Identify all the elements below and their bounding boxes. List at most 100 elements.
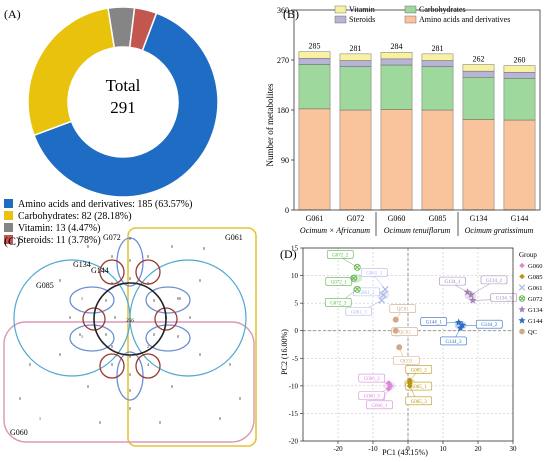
pca-point-label-0-0: G060_2 — [364, 377, 381, 382]
pca-label-box-1-0 — [405, 365, 433, 374]
donut-slices — [27, 6, 219, 198]
bar-segment-4-3 — [462, 64, 495, 72]
donut-legend-label-1: Carbohydrates: 82 (28.18%) — [18, 211, 132, 222]
venn-count-21: 0 — [105, 332, 108, 337]
bar-total-4: 262 — [473, 54, 485, 63]
venn-count-29: 0 — [59, 352, 62, 357]
bar-legend-label-0: Vitamin — [349, 5, 375, 14]
pca-point-3-1 — [350, 274, 358, 282]
pca-point-label-6-0: QC01 — [397, 308, 409, 313]
pca-label-box-5-2 — [440, 336, 467, 346]
venn-label-g144: G144 — [91, 266, 109, 275]
bar-y-tick-label-3: 270 — [277, 56, 289, 65]
pca-y-tick-label-0: 15 — [291, 245, 299, 253]
pca-label-box-5-1 — [475, 319, 503, 329]
pca-point-2-2 — [378, 296, 386, 304]
pca-label-box-0-0 — [358, 373, 386, 383]
pca-x-tick-label-0: -20 — [333, 445, 343, 453]
panel-c-label: (C) — [4, 234, 20, 248]
venn-label-g134: G134 — [73, 260, 91, 269]
pca-point-label-3-2: G072_3 — [330, 301, 347, 306]
bars — [298, 51, 536, 211]
pca-legend-marker-0 — [519, 262, 525, 269]
venn-petal — [154, 307, 178, 331]
venn-shape — [129, 259, 247, 377]
bar-x-label-4: G134 — [470, 214, 488, 223]
venn-label-g060: G060 — [10, 428, 28, 437]
panel-b-label: (B) — [283, 7, 299, 21]
bar-x-labels: G061 G072 G060 G085 G134 G144 — [306, 214, 529, 223]
pca-legend-label-4: G134 — [528, 307, 543, 314]
venn-count-41: 0 — [159, 420, 162, 425]
pca-y-tick-label-3: 0 — [295, 327, 299, 335]
venn-petals — [69, 237, 191, 401]
pca-point-label-3-0: G072_2 — [332, 253, 349, 258]
pca-point-labels: G060_2 G060_3 G060_1 G085_2 G085_1 G085_3 G061… — [324, 250, 518, 410]
pca-y-tick-label-5: -10 — [289, 382, 299, 390]
pca-point-6-1 — [392, 327, 399, 334]
pca-legend-marker-6 — [519, 328, 525, 335]
venn-petal — [116, 351, 144, 401]
venn-count-20: 2 — [147, 344, 149, 349]
pca-x-tick-label-3: 10 — [440, 445, 448, 453]
pca-point-label-1-1: G085_1 — [411, 385, 428, 390]
bar-segment-4-0 — [462, 119, 495, 211]
venn-count-19: 0 — [111, 344, 114, 349]
venn-count-2: 0 — [129, 236, 132, 241]
pca-point-label-6-2: QC03 — [400, 359, 412, 364]
pca-x-tick-label-5: 30 — [510, 445, 518, 453]
pca-legend-label-6: QC — [528, 329, 537, 336]
pca-legend-marker-4 — [518, 305, 526, 313]
bar-segment-1-2 — [339, 60, 372, 67]
panel-b-stacked-bar: (B) Number of metabolites 0 90 180 270 360 2… — [265, 5, 541, 236]
pca-point-label-5-0: G144_1 — [426, 320, 443, 325]
bar-legend-label-1: Carbohydrates — [419, 5, 466, 14]
pca-point-label-4-1: G134_2 — [486, 279, 503, 284]
pca-legend-label-2: G061 — [528, 285, 542, 292]
pca-label-box-5-0 — [420, 317, 448, 326]
donut-slice-1 — [27, 7, 116, 137]
venn-count-38: 1 — [39, 416, 41, 421]
venn-petal — [116, 237, 144, 287]
pca-point-label-2-2: G061_3 — [351, 310, 368, 315]
pca-point-label-4-2: G134_3 — [496, 296, 513, 301]
pca-legend-label-3: G072 — [528, 296, 542, 303]
bar-segment-5-1 — [503, 78, 536, 121]
bar-x-label-0: G061 — [306, 214, 324, 223]
venn-count-11: 0 — [111, 281, 114, 286]
venn-count-5: 0 — [199, 278, 202, 283]
bar-group-label-1: Ocimum tenuiflorum — [384, 226, 451, 235]
pca-y-tick-label-1: 10 — [291, 272, 299, 280]
bar-segment-0-2 — [298, 58, 331, 65]
pca-x-tick-label-4: 20 — [475, 445, 483, 453]
venn-count-22: 0 — [153, 332, 156, 337]
bar-totals: 285 281 284 281 262 260 — [309, 42, 526, 65]
venn-set-g060 — [3, 321, 255, 443]
bar-x-label-1: G072 — [347, 214, 365, 223]
venn-count-46: 0 — [114, 315, 117, 320]
pca-label-box-0-2 — [366, 400, 393, 410]
bar-segment-0-1 — [298, 64, 331, 110]
bar-segment-2-0 — [380, 109, 413, 211]
pca-point-label-6-1: QC02 — [399, 331, 411, 336]
bar-y-tick-label-4: 360 — [277, 6, 289, 15]
pca-point-label-2-1: G061_2 — [358, 291, 375, 296]
bar-plot-frame — [293, 9, 541, 211]
pca-x-tick-label-1: -10 — [368, 445, 378, 453]
venn-count-1: 0 — [171, 244, 174, 249]
bar-segment-2-1 — [380, 64, 413, 110]
bar-segment-3-2 — [421, 60, 454, 67]
pca-point-2-1 — [380, 291, 387, 299]
pca-legend-label-1: G085 — [528, 274, 542, 281]
venn-count-17: 1 — [93, 315, 95, 320]
venn-count-9: 0 — [177, 296, 180, 301]
venn-center-count: 256 — [126, 319, 134, 324]
venn-set-g085 — [13, 259, 131, 377]
venn-count-33: 0 — [29, 362, 32, 367]
bar-segment-0-0 — [298, 108, 331, 211]
pca-point-3-0 — [353, 263, 361, 271]
donut-legend-label-0: Amino acids and derivatives: 185 (63.57%… — [18, 199, 192, 210]
venn-count-28: 0 — [129, 388, 132, 393]
bar-group-labels: Ocimum × Africanum Ocimum tenuiflorum Ocim… — [300, 212, 534, 236]
venn-count-7: 0 — [147, 254, 150, 259]
